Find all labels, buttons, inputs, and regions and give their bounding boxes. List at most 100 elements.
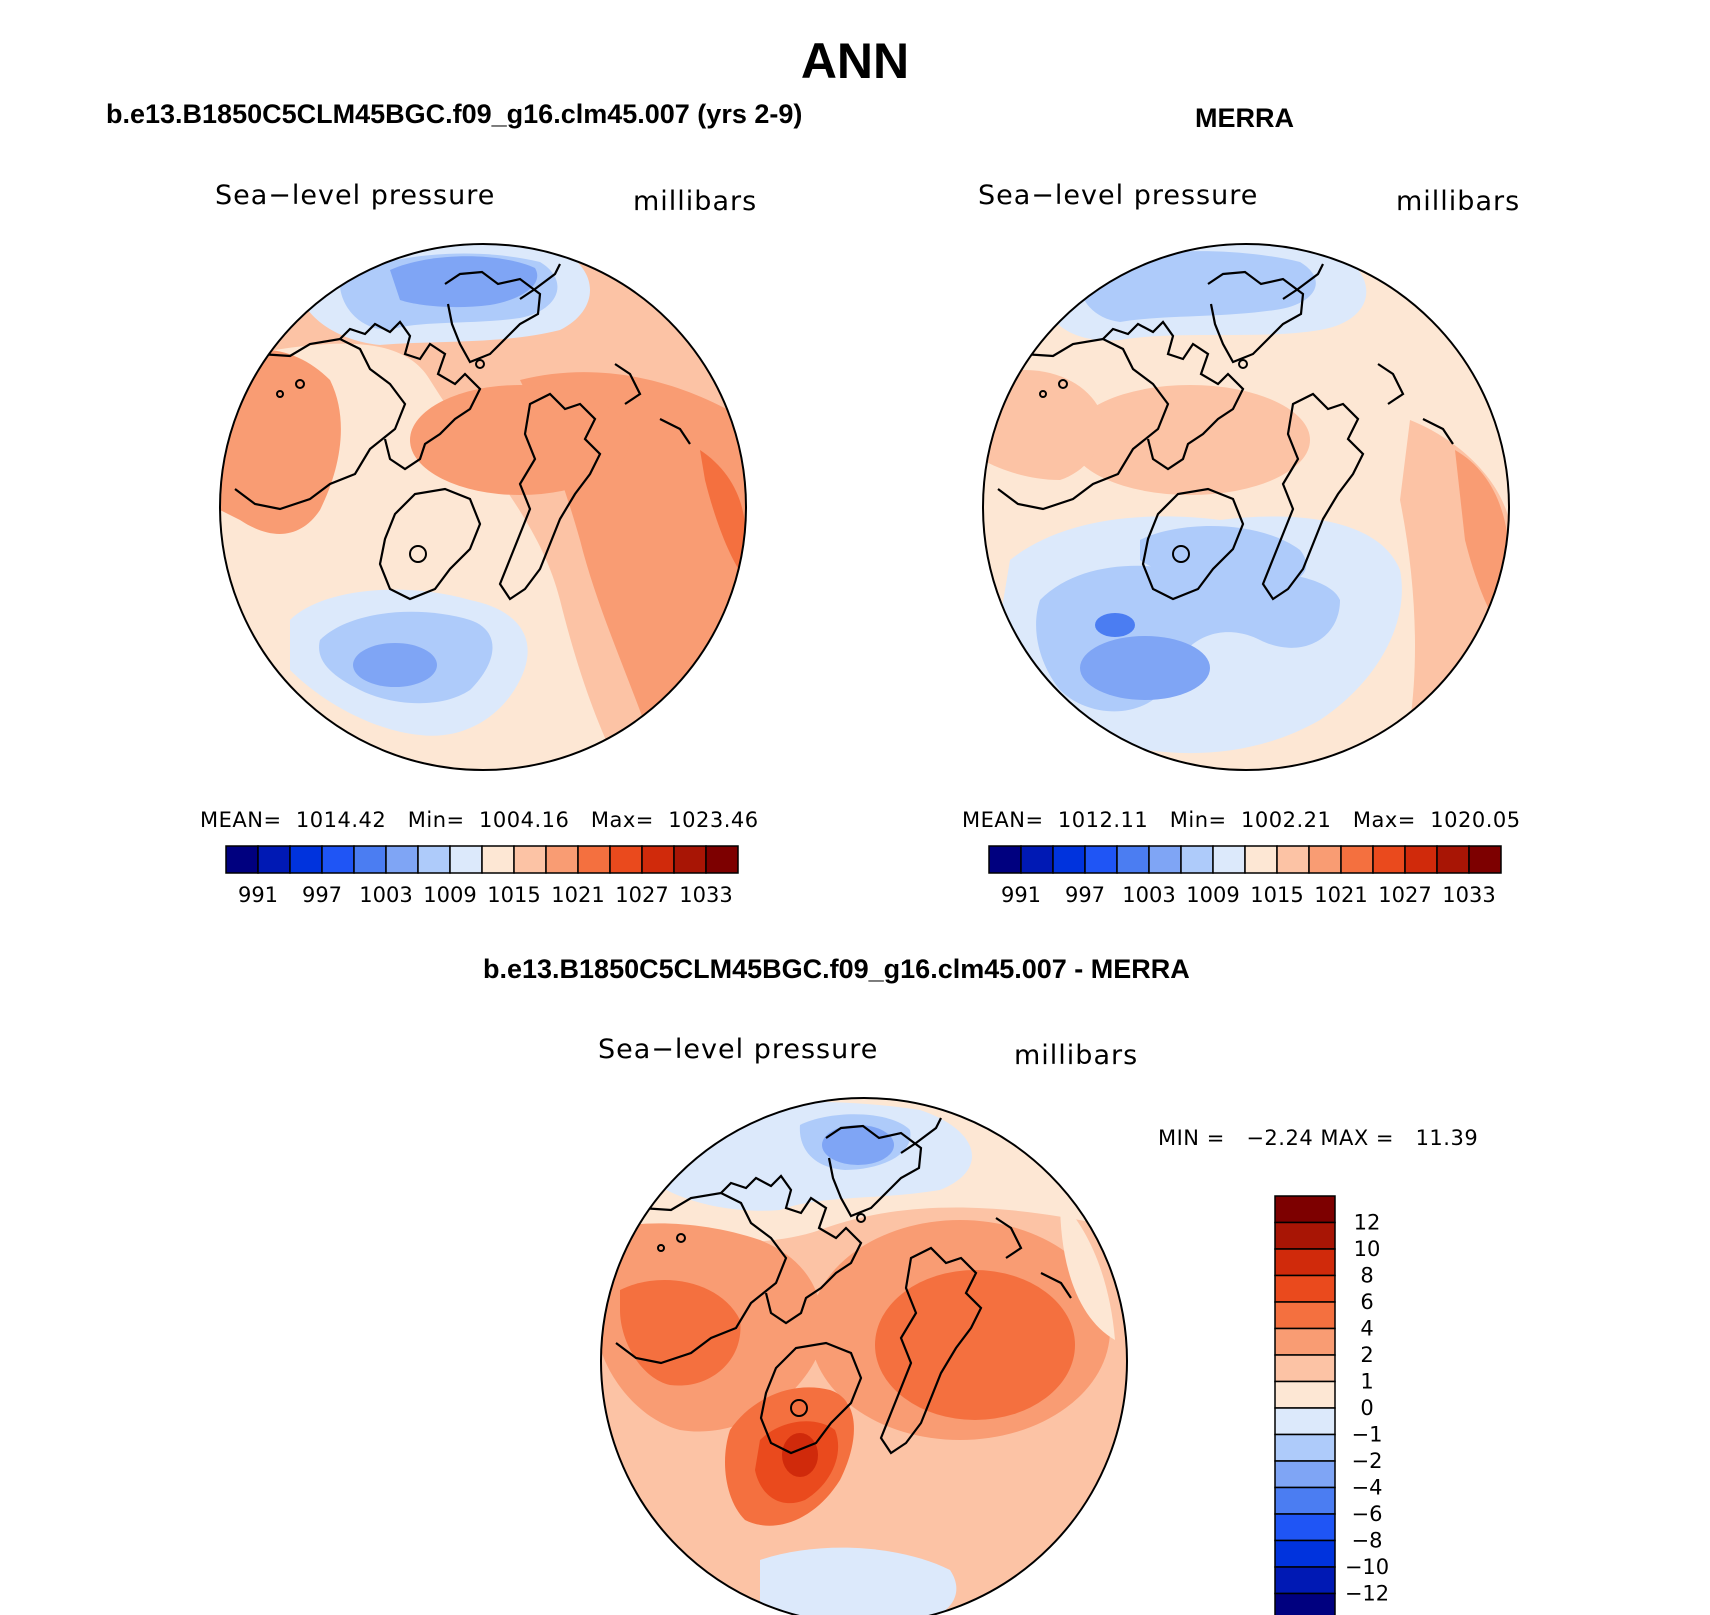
- panel-2-title: MERRA: [1195, 103, 1294, 133]
- panel-2-units-label: millibars: [1396, 186, 1521, 217]
- panel-1-colorbar-swatch-6: [417, 845, 451, 874]
- panel-1-colorbar-tick-label: 1003: [359, 883, 412, 907]
- panel-2-colorbar-swatch-9: [1276, 845, 1310, 874]
- panel-3-colorbar-swatch-4: [1274, 1301, 1336, 1330]
- panel-1-mean-label: MEAN=: [200, 808, 282, 832]
- panel-2-colorbar-swatch-7: [1212, 845, 1246, 874]
- panel-2-mean-value: 1012.11: [1057, 808, 1149, 832]
- panel-1-max-label: Max=: [590, 808, 654, 832]
- panel-3-colorbar-tick-label: −8: [1352, 1529, 1383, 1553]
- panel-3-title: b.e13.B1850C5CLM45BGC.f09_g16.clm45.007 …: [483, 954, 1190, 984]
- panel-1-variable-label: Sea−level pressure: [215, 180, 496, 211]
- panel-2-min-value: 1002.21: [1241, 808, 1332, 832]
- panel-2-colorbar-swatch-1: [1020, 845, 1054, 874]
- panel-3-map-border: [600, 1097, 1128, 1615]
- panel-2-colorbar-swatch-3: [1084, 845, 1118, 874]
- panel-3-colorbar-tick-label: −6: [1352, 1502, 1383, 1526]
- panel-1-colorbar-swatch-8: [481, 845, 515, 874]
- panel-1-colorbar-swatch-5: [385, 845, 419, 874]
- panel-1-map: [220, 244, 746, 770]
- panel-1-colorbar-swatch-12: [609, 845, 643, 874]
- panel-3-colorbar-tick-label: −4: [1352, 1476, 1383, 1500]
- panel-3-colorbar-tick-label: 10: [1354, 1237, 1381, 1261]
- panel-2-min-label: Min=: [1169, 808, 1227, 832]
- panel-3-colorbar-tick-label: 12: [1354, 1211, 1381, 1235]
- panel-3-colorbar-tick-label: −12: [1345, 1582, 1389, 1606]
- panel-3-colorbar-tick-label: −10: [1345, 1555, 1389, 1579]
- figure-title: ANN: [800, 33, 910, 89]
- panel-1-colorbar-swatch-15: [705, 845, 739, 874]
- panel-1-colorbar-swatch-14: [673, 845, 707, 874]
- panel-1-colorbar-tick-label: 1009: [423, 883, 476, 907]
- panel-1-colorbar-tick-label: 997: [302, 883, 342, 907]
- panel-1-mean-value: 1014.42: [295, 808, 387, 832]
- panel-3-colorbar-tick-label: 4: [1360, 1317, 1373, 1341]
- panel-2-colorbar-swatch-11: [1340, 845, 1374, 874]
- panel-1-colorbar: 991 997 1003 1009 1015 1021 1027 1033: [225, 845, 739, 907]
- panel-1-title: b.e13.B1850C5CLM45BGC.f09_g16.clm45.007 …: [106, 99, 803, 129]
- panel-3-colorbar-swatch-15: [1274, 1592, 1336, 1615]
- panel-1-colorbar-swatch-4: [353, 845, 387, 874]
- panel-3-min-label: MIN =: [1158, 1126, 1225, 1150]
- panel-2-colorbar-swatch-10: [1308, 845, 1342, 874]
- panel-2-max-label: Max=: [1352, 808, 1416, 832]
- panel-1-colorbar-swatch-2: [289, 845, 323, 874]
- panel-2-colorbar-swatch-0: [988, 845, 1022, 874]
- panel-1-map-border: [219, 243, 747, 771]
- panel-1-colorbar-tick-label: 1027: [615, 883, 668, 907]
- panel-2-colorbar-tick-label: 1027: [1378, 883, 1431, 907]
- panel-1-colorbar-swatch-0: [225, 845, 259, 874]
- panel-2-stats: MEAN= 1012.11 Min= 1002.21 Max= 1020.05: [962, 808, 1521, 832]
- panel-1-colorbar-swatch-11: [577, 845, 611, 874]
- panel-2-max-value: 1020.05: [1430, 808, 1521, 832]
- panel-1-colorbar-swatch-13: [641, 845, 675, 874]
- panel-3-colorbar-tick-label: 0: [1360, 1396, 1373, 1420]
- panel-3-colorbar-swatch-7: [1274, 1380, 1336, 1409]
- panel-1-units-label: millibars: [633, 186, 758, 217]
- panel-2-colorbar-swatch-5: [1148, 845, 1182, 874]
- panel-2-colorbar-swatch-4: [1116, 845, 1150, 874]
- panel-3-max-value: 11.39: [1415, 1126, 1479, 1150]
- panel-3-colorbar-tick-label: 8: [1360, 1264, 1373, 1288]
- panel-2-colorbar-swatch-6: [1180, 845, 1214, 874]
- panel-2-colorbar-tick-label: 1009: [1186, 883, 1239, 907]
- panel-2-colorbar-tick-label: 997: [1065, 883, 1105, 907]
- panel-2-colorbar-swatch-12: [1372, 845, 1406, 874]
- panel-2-colorbar-swatch-15: [1468, 845, 1502, 874]
- panel-2-colorbar-tick-label: 1021: [1314, 883, 1367, 907]
- panel-1-colorbar-tick-label: 1033: [679, 883, 732, 907]
- panel-3-colorbar-swatch-1: [1274, 1221, 1336, 1250]
- panel-3-max-label: MAX =: [1320, 1126, 1395, 1150]
- panel-3-colorbar-tick-label: 6: [1360, 1290, 1373, 1314]
- panel-2-map-border: [982, 243, 1510, 771]
- panel-1-stats: MEAN= 1014.42 Min= 1004.16 Max= 1023.46: [200, 808, 759, 832]
- panel-3-variable-label: Sea−level pressure: [598, 1034, 879, 1065]
- panel-3-colorbar-tick-label: 1: [1360, 1370, 1373, 1394]
- panel-3-colorbar-swatch-0: [1274, 1195, 1336, 1224]
- panel-3-units-label: millibars: [1014, 1040, 1139, 1071]
- panel-2-map: [983, 244, 1509, 770]
- panel-2-colorbar-tick-label: 991: [1001, 883, 1041, 907]
- panel-2-colorbar-tick-label: 1003: [1122, 883, 1175, 907]
- panel-1-max-value: 1023.46: [668, 808, 759, 832]
- panel-3-colorbar-tick-label: −2: [1352, 1449, 1383, 1473]
- panel-3-colorbar-swatch-8: [1274, 1407, 1336, 1436]
- panel-1-colorbar-swatch-3: [321, 845, 355, 874]
- panel-2-colorbar-swatch-8: [1244, 845, 1278, 874]
- panel-1-colorbar-swatch-9: [513, 845, 547, 874]
- panel-3-colorbar-swatch-2: [1274, 1248, 1336, 1277]
- panel-3-colorbar-swatch-3: [1274, 1274, 1336, 1303]
- panel-1-min-value: 1004.16: [479, 808, 570, 832]
- panel-1-colorbar-tick-label: 1021: [551, 883, 604, 907]
- panel-3-colorbar-swatch-13: [1274, 1539, 1336, 1568]
- panel-2-mean-label: MEAN=: [962, 808, 1044, 832]
- panel-3-min-value: −2.24: [1246, 1126, 1314, 1150]
- panel-3-colorbar-swatch-5: [1274, 1327, 1336, 1356]
- panel-3-colorbar-swatch-9: [1274, 1433, 1336, 1462]
- panel-3-colorbar-swatch-12: [1274, 1513, 1336, 1542]
- panel-3-colorbar-swatch-11: [1274, 1486, 1336, 1515]
- panel-1-colorbar-swatch-10: [545, 845, 579, 874]
- panel-2-colorbar-swatch-13: [1404, 845, 1438, 874]
- panel-2-colorbar-tick-label: 1033: [1442, 883, 1495, 907]
